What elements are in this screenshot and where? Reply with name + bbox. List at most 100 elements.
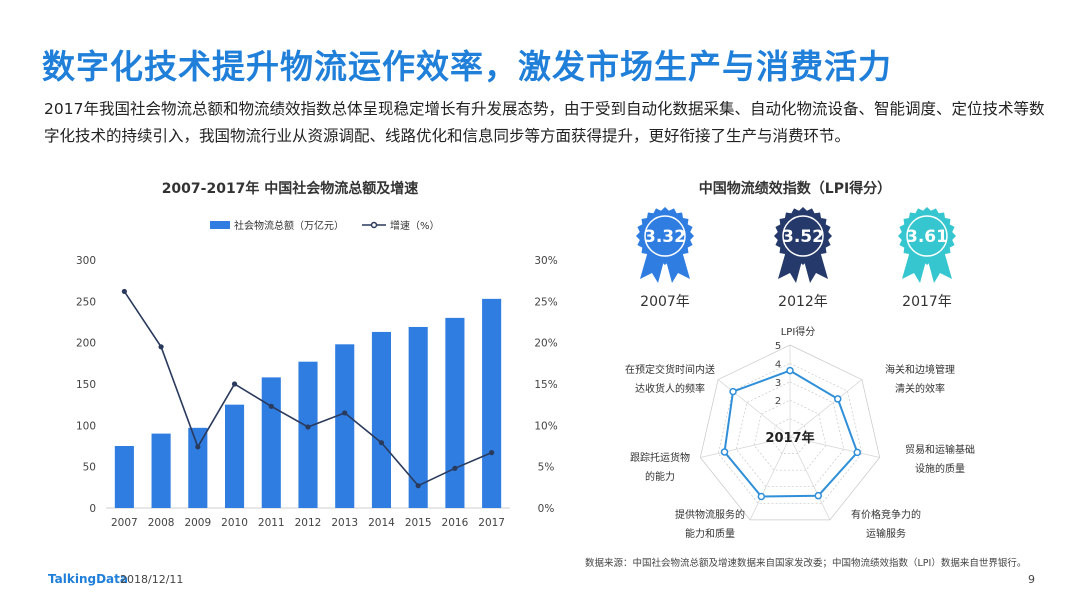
x-tick-label: 2015	[405, 517, 432, 529]
radar-axis-label-line: 提供物流服务的	[675, 508, 745, 521]
seal-inner-ring	[782, 215, 824, 257]
badge-seal	[774, 207, 832, 265]
radar-ring-label: 3	[775, 378, 781, 389]
y-right-tick-label: 30%	[534, 255, 557, 267]
page-title: 数字化技术提升物流运作效率，激发市场生产与消费活力	[42, 47, 892, 86]
growth-point	[158, 344, 164, 350]
radar-ring	[717, 363, 863, 504]
x-tick-label: 2017	[478, 517, 505, 529]
rosette-badge-icon: 3.52	[774, 207, 832, 283]
bar-mark	[298, 361, 318, 508]
radar-axis-label-line: 运输服务	[866, 527, 906, 540]
radar-point	[786, 366, 794, 375]
y-right-tick-label: 5%	[538, 462, 555, 474]
growth-point	[231, 381, 238, 387]
radar-axis-label: 跟踪托运货物的能力	[630, 451, 690, 483]
x-tick-label: 2008	[148, 517, 175, 529]
radar-spoke	[789, 436, 880, 458]
x-tick-label: 2013	[331, 517, 358, 529]
bar-mark	[261, 377, 281, 508]
radar-point	[834, 395, 842, 403]
badge-year: 2017年	[902, 294, 952, 310]
growth-point	[305, 424, 311, 430]
growth-point	[489, 450, 495, 456]
x-tick-label: 2014	[368, 517, 395, 529]
radar-spoke	[717, 379, 791, 438]
radar-point	[757, 492, 766, 501]
radar-point	[814, 491, 823, 500]
lpi-badge-2012: 3.52 2012年	[763, 205, 843, 311]
y-right-tick-label: 0%	[538, 503, 555, 515]
radar-spoke	[789, 379, 863, 438]
chart-legend: 社会物流总额（万亿元） 增速（%）	[210, 219, 440, 232]
y-right-tick-label: 20%	[534, 338, 557, 350]
logistics-bar-line-chart: 社会物流总额（万亿元） 增速（%） 0 50 100 150 200 250 300 0% 5% 10…	[76, 219, 558, 529]
radar-axis-label: 海关和边境管理清关的效率	[885, 363, 955, 395]
radar-axis-label: 在预定交货时间内送达收货人的频率	[625, 363, 715, 395]
radar-axis-label-line: 设施的质量	[915, 462, 965, 475]
bar-mark	[482, 298, 502, 508]
x-tick-label: 2016	[442, 517, 469, 529]
bar-chart-title: 2007-2017年 中国社会物流总额及增速	[161, 181, 419, 197]
radar-axis-label-line: 的能力	[645, 470, 675, 483]
lpi-radar-chart: 2 3 4 5 2017年 LPI得分海关和边境管理清关的效率贸易和运输基础设施的质量有价…	[625, 326, 975, 540]
growth-point	[378, 440, 385, 446]
radar-axis-label-line: 贸易和运输基础	[905, 443, 975, 456]
y-left-tick-label: 300	[76, 255, 96, 267]
x-tick-label: 2010	[221, 517, 248, 529]
page-number: 9	[1028, 573, 1035, 586]
badge-ribbon	[902, 251, 952, 283]
x-tick-label: 2009	[184, 517, 211, 529]
x-tick-label: 2011	[258, 517, 285, 529]
growth-point	[121, 288, 127, 295]
growth-point	[342, 410, 348, 416]
badge-value: 3.32	[644, 227, 686, 247]
rosette-badge-icon: 3.61	[898, 207, 956, 283]
growth-point	[195, 444, 201, 450]
y-left-tick-label: 100	[76, 420, 96, 432]
growth-point	[452, 465, 458, 471]
radar-axis-label-line: 有价格竞争力的	[851, 508, 921, 521]
radar-point	[729, 387, 737, 396]
legend-swatch-bar	[210, 221, 230, 229]
badge-value: 3.61	[906, 227, 948, 247]
radar-axis-label: 贸易和运输基础设施的质量	[905, 443, 975, 475]
legend-marker	[370, 221, 378, 229]
lpi-chart-title: 中国物流绩效指数（LPI得分）	[698, 181, 892, 197]
radar-axis-label-line: LPI得分	[781, 326, 816, 338]
bar-mark	[445, 317, 465, 508]
badge-seal	[898, 207, 956, 265]
brand-logo: TalkingData	[48, 572, 128, 586]
radar-axis-label: 提供物流服务的能力和质量	[675, 508, 745, 540]
y-right-tick-label: 15%	[534, 379, 557, 391]
lpi-badge-2017: 3.61 2017年	[887, 205, 967, 311]
y-right-tick-label: 25%	[534, 296, 557, 308]
radar-axis-label-line: 达收货人的频率	[635, 382, 705, 395]
y-left-tick-label: 250	[76, 296, 96, 308]
lpi-badge-2007: 3.32 2007年	[625, 205, 705, 311]
growth-point	[268, 403, 274, 409]
y-left-tick-label: 50	[83, 462, 96, 474]
footer-date: 2018/12/11	[120, 573, 184, 586]
radar-spoke	[700, 436, 791, 458]
bar-mark	[371, 331, 392, 508]
radar-axis-label-line: 海关和边境管理	[885, 363, 955, 376]
radar-axis-label-line: 在预定交货时间内送	[625, 363, 715, 376]
radar-ring-label: 5	[775, 341, 781, 352]
radar-spoke	[789, 436, 831, 521]
badge-year: 2007年	[640, 294, 690, 310]
radar-series	[723, 369, 859, 498]
bar-mark	[335, 344, 355, 508]
seal-inner-ring	[644, 215, 686, 257]
radar-axis-label-line: 能力和质量	[685, 527, 735, 540]
x-tick-label: 2007	[111, 517, 138, 529]
y-right-tick-label: 10%	[534, 420, 557, 432]
legend-label-bar: 社会物流总额（万亿元）	[234, 219, 344, 232]
seal-inner-ring	[906, 215, 948, 257]
x-tick-label: 2012	[295, 517, 322, 529]
radar-point	[720, 448, 729, 456]
y-left-tick-label: 150	[76, 379, 96, 391]
radar-ring-label: 4	[775, 359, 781, 370]
radar-ring-label: 2	[775, 396, 781, 407]
badge-ribbon	[778, 251, 828, 283]
